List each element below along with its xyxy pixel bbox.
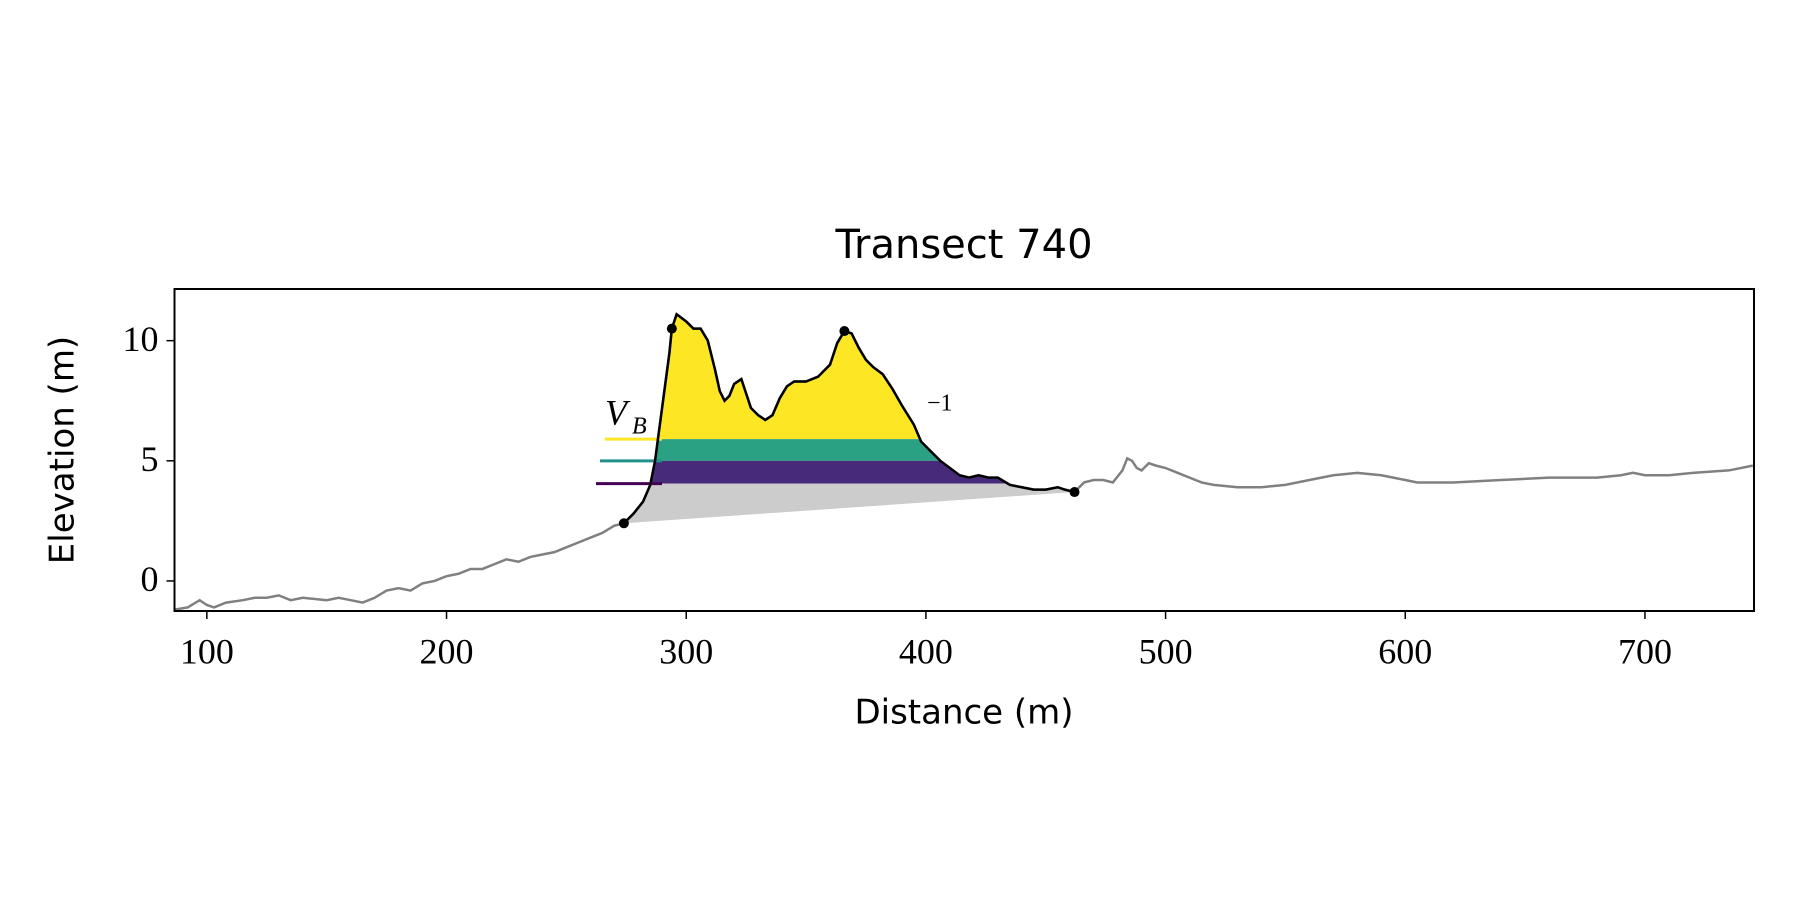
dune-point [1069, 487, 1080, 498]
volume-band [655, 439, 941, 461]
y-tick-label: 5 [141, 439, 159, 479]
y-axis-label: Elevation (m) [43, 336, 83, 564]
x-axis-label: Distance (m) [854, 693, 1073, 733]
x-tick-label: 100 [180, 631, 234, 671]
plot-layer [174, 312, 1754, 611]
plot-frame [173, 288, 1755, 612]
x-tick-label: 700 [1618, 631, 1672, 671]
volume-band [650, 460, 1008, 484]
y-tick-label: 0 [141, 559, 159, 599]
annotation: V [605, 392, 631, 432]
dune-line [623, 312, 1075, 525]
x-tick-label: 500 [1139, 631, 1193, 671]
chart-title: Transect 740 [834, 222, 1092, 268]
x-tick-label: 200 [420, 631, 474, 671]
x-tick-label: 400 [899, 631, 953, 671]
volume-band [623, 483, 1075, 524]
annotation: B [632, 414, 647, 440]
volume-band [657, 314, 921, 440]
dune-point [618, 518, 629, 529]
y-tick-label: 10 [123, 319, 159, 359]
x-tick-label: 300 [659, 631, 713, 671]
dune-point [666, 323, 677, 334]
annotation: −1 [927, 391, 953, 417]
profile-line [174, 312, 1754, 611]
dune-point [839, 326, 850, 337]
x-tick-label: 600 [1378, 631, 1432, 671]
